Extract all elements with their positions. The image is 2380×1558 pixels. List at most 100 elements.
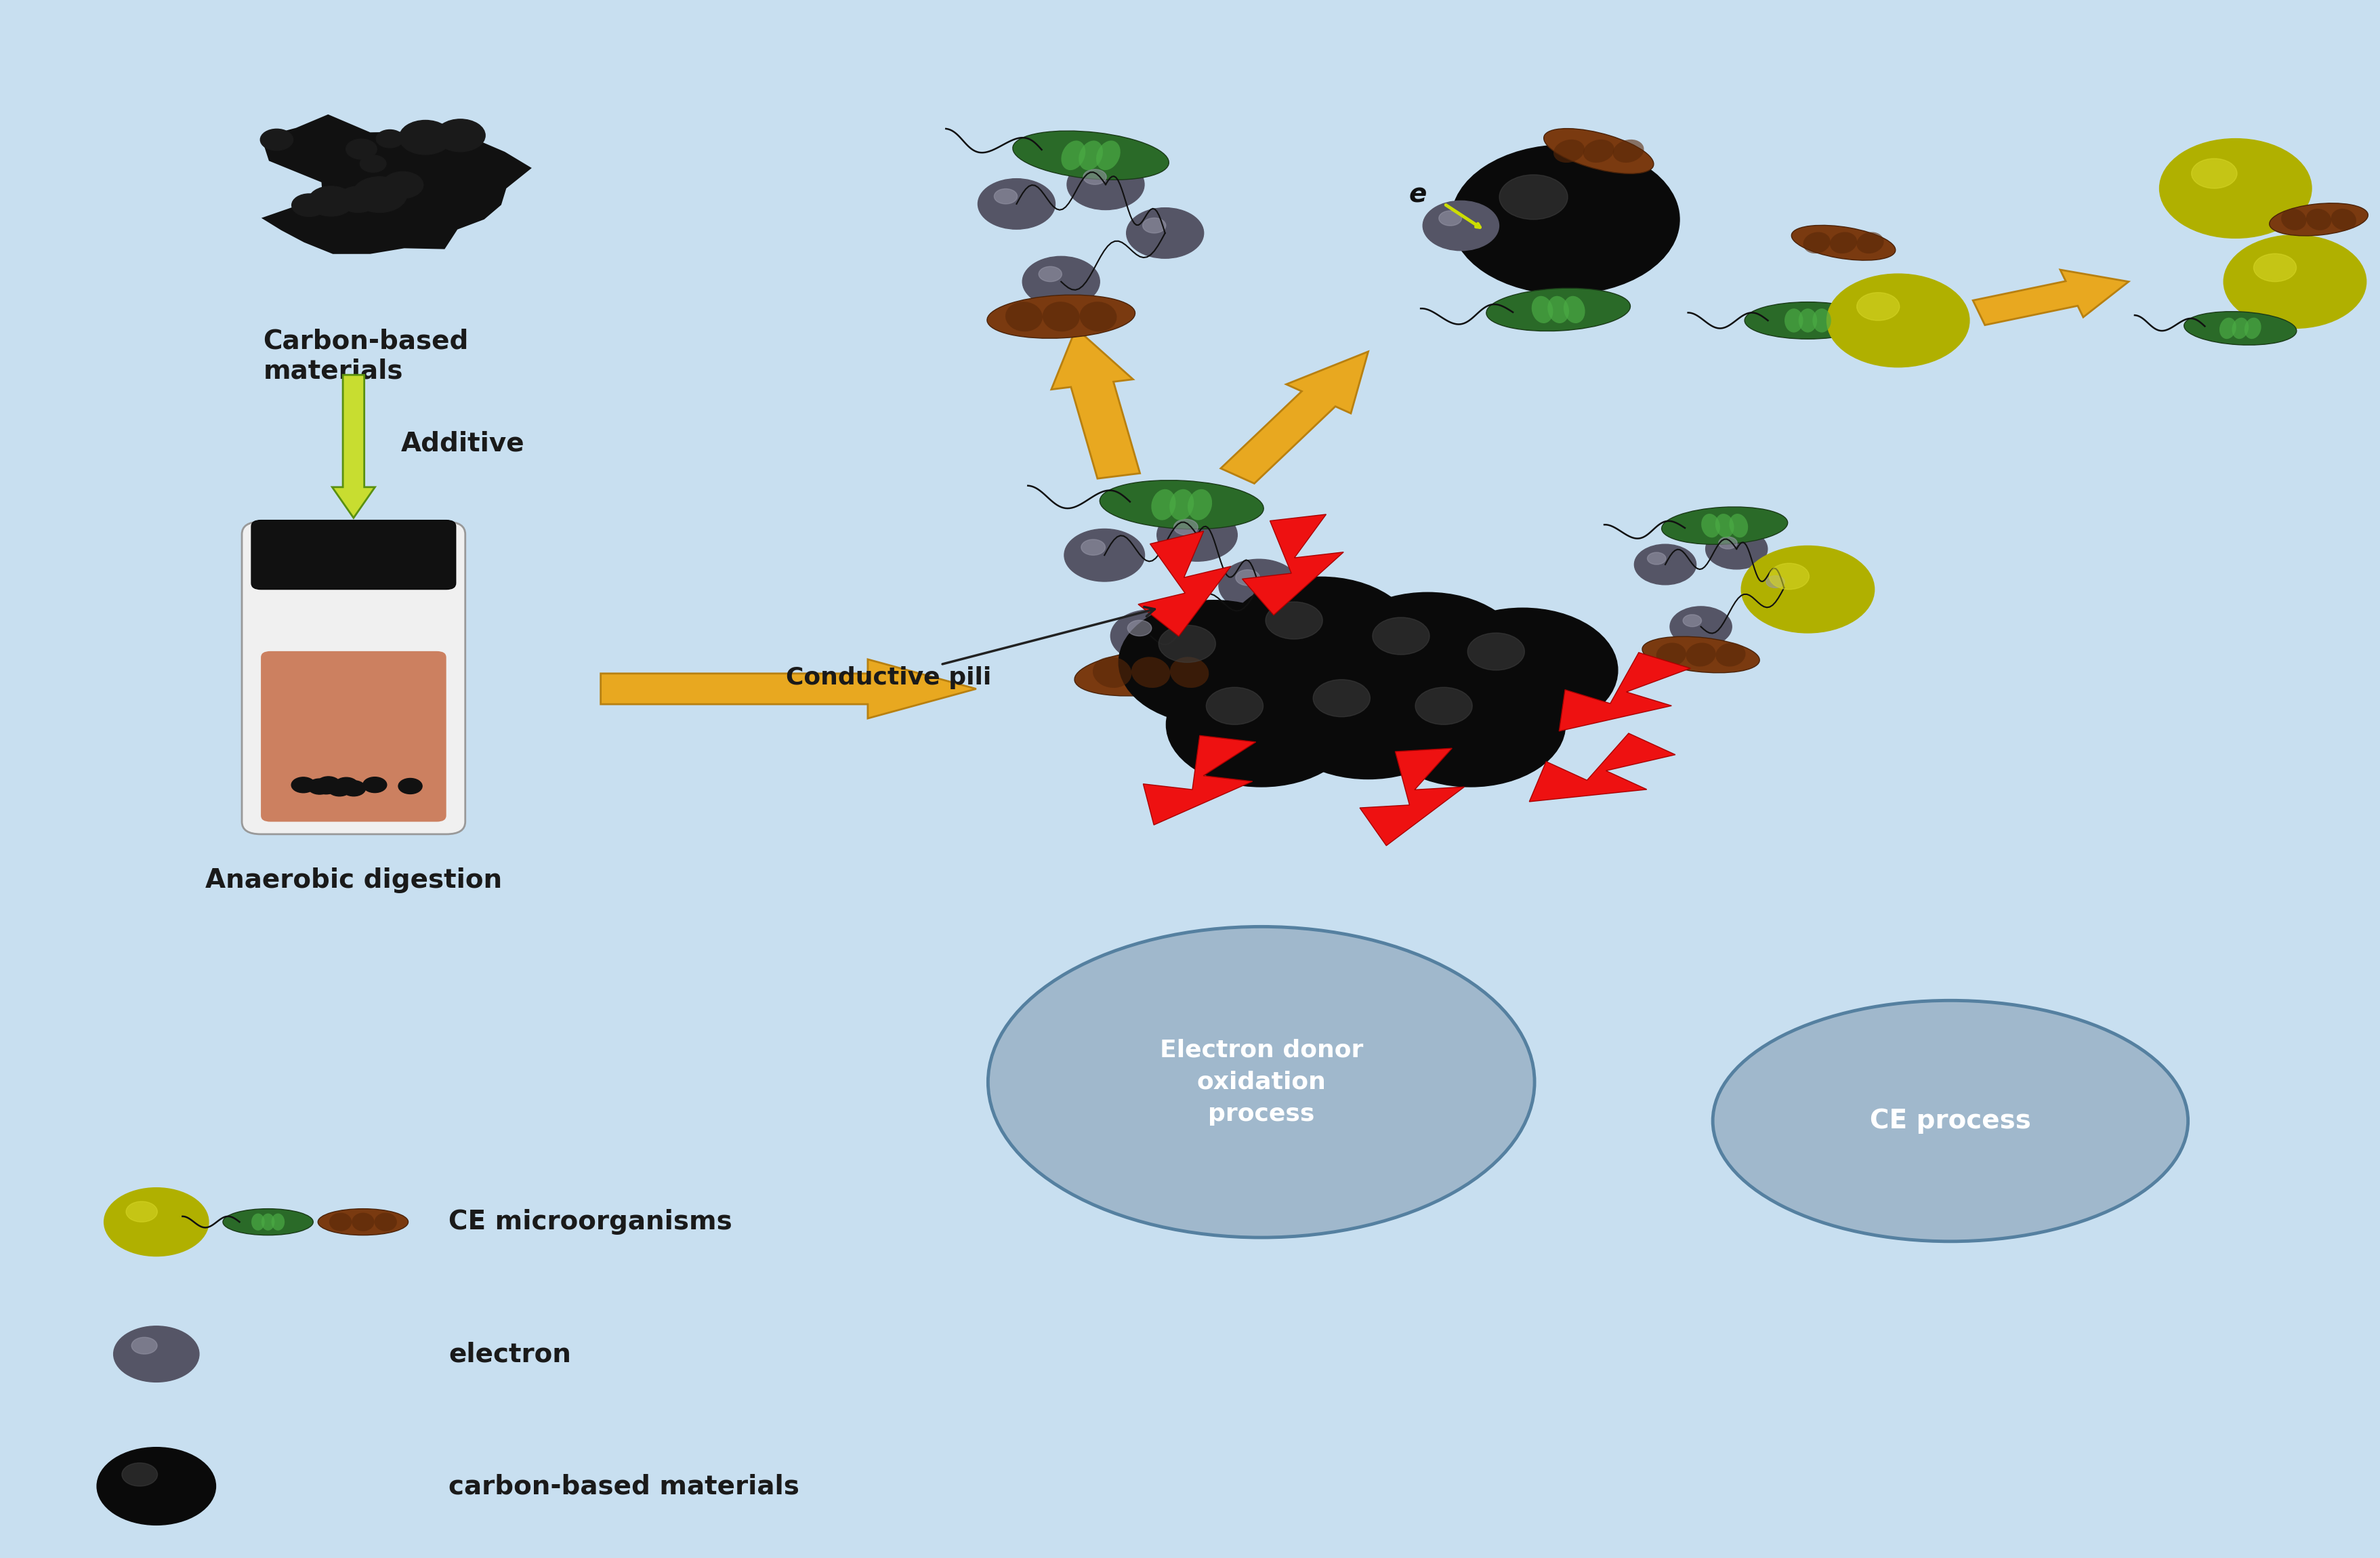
Ellipse shape	[352, 1212, 374, 1231]
Circle shape	[1273, 654, 1464, 779]
Circle shape	[1207, 687, 1264, 724]
Circle shape	[1081, 539, 1104, 555]
Ellipse shape	[1685, 643, 1716, 667]
Ellipse shape	[2271, 203, 2368, 235]
Circle shape	[1683, 614, 1702, 626]
Ellipse shape	[1554, 140, 1585, 162]
Circle shape	[1023, 257, 1100, 307]
Text: Additive: Additive	[402, 430, 526, 456]
Polygon shape	[1359, 748, 1464, 846]
Circle shape	[1828, 274, 1968, 368]
Ellipse shape	[2330, 209, 2356, 231]
Circle shape	[1111, 609, 1190, 662]
Circle shape	[1083, 170, 1107, 184]
Polygon shape	[1559, 653, 1690, 731]
Text: CE process: CE process	[1871, 1108, 2030, 1134]
Ellipse shape	[1656, 643, 1685, 667]
Ellipse shape	[1642, 637, 1759, 673]
Circle shape	[1428, 608, 1618, 732]
Circle shape	[121, 1463, 157, 1486]
Ellipse shape	[1804, 232, 1830, 254]
Polygon shape	[262, 114, 531, 254]
Ellipse shape	[1097, 140, 1121, 170]
Polygon shape	[1973, 270, 2128, 326]
Ellipse shape	[319, 1209, 409, 1235]
Circle shape	[1671, 606, 1733, 647]
Circle shape	[1416, 687, 1473, 724]
Ellipse shape	[1661, 506, 1787, 544]
Text: Conductive pili: Conductive pili	[785, 608, 1154, 690]
Ellipse shape	[2221, 318, 2237, 340]
Ellipse shape	[1533, 296, 1554, 323]
Ellipse shape	[1547, 296, 1568, 323]
Circle shape	[1742, 545, 1875, 633]
Circle shape	[1219, 559, 1299, 612]
Text: e: e	[1409, 182, 1428, 207]
Circle shape	[131, 1337, 157, 1354]
Circle shape	[1754, 567, 1816, 608]
Circle shape	[105, 1187, 209, 1256]
Circle shape	[1635, 544, 1697, 584]
Ellipse shape	[1716, 643, 1745, 667]
Circle shape	[1266, 601, 1323, 639]
Circle shape	[333, 777, 357, 793]
Circle shape	[400, 120, 452, 154]
Polygon shape	[1142, 735, 1257, 824]
Ellipse shape	[1745, 302, 1871, 340]
Circle shape	[1066, 159, 1145, 210]
Circle shape	[338, 187, 378, 212]
Ellipse shape	[1081, 302, 1116, 332]
Ellipse shape	[252, 1214, 264, 1231]
Ellipse shape	[1014, 131, 1169, 179]
Circle shape	[383, 171, 424, 198]
Text: carbon-based materials: carbon-based materials	[447, 1474, 800, 1499]
Ellipse shape	[988, 294, 1135, 338]
Ellipse shape	[1792, 226, 1894, 260]
FancyBboxPatch shape	[262, 651, 445, 821]
Circle shape	[343, 781, 367, 796]
Ellipse shape	[1856, 232, 1885, 254]
Circle shape	[1423, 201, 1499, 251]
Circle shape	[307, 779, 331, 795]
Circle shape	[1142, 218, 1166, 234]
Circle shape	[1333, 592, 1523, 717]
Circle shape	[293, 193, 326, 217]
Circle shape	[1157, 509, 1238, 561]
Text: CE microorganisms: CE microorganisms	[447, 1209, 733, 1235]
Circle shape	[1314, 679, 1371, 717]
FancyBboxPatch shape	[252, 520, 455, 589]
Ellipse shape	[1485, 288, 1630, 332]
Ellipse shape	[1564, 296, 1585, 323]
Ellipse shape	[988, 927, 1535, 1237]
Ellipse shape	[2244, 318, 2261, 340]
Circle shape	[1226, 576, 1416, 701]
Ellipse shape	[2280, 209, 2306, 231]
Circle shape	[1376, 662, 1566, 787]
Circle shape	[1768, 564, 1809, 589]
Ellipse shape	[1171, 657, 1209, 689]
Polygon shape	[1242, 514, 1345, 615]
Circle shape	[1038, 266, 1061, 282]
Polygon shape	[333, 375, 376, 517]
Ellipse shape	[1702, 514, 1721, 538]
Polygon shape	[1138, 531, 1230, 636]
Ellipse shape	[1078, 140, 1102, 170]
Ellipse shape	[1130, 657, 1171, 689]
Ellipse shape	[374, 1212, 397, 1231]
Circle shape	[1235, 570, 1259, 586]
Circle shape	[1126, 207, 1204, 259]
Ellipse shape	[1092, 657, 1130, 689]
Ellipse shape	[2185, 312, 2297, 344]
Circle shape	[1173, 519, 1197, 534]
Circle shape	[1499, 174, 1568, 220]
Circle shape	[98, 1447, 217, 1525]
Ellipse shape	[1169, 489, 1195, 520]
Ellipse shape	[2232, 318, 2249, 340]
Circle shape	[317, 776, 340, 791]
Circle shape	[345, 139, 376, 159]
Ellipse shape	[1073, 648, 1228, 696]
Circle shape	[1166, 662, 1357, 787]
Ellipse shape	[1545, 128, 1654, 173]
Circle shape	[1159, 625, 1216, 662]
Ellipse shape	[1100, 480, 1264, 530]
